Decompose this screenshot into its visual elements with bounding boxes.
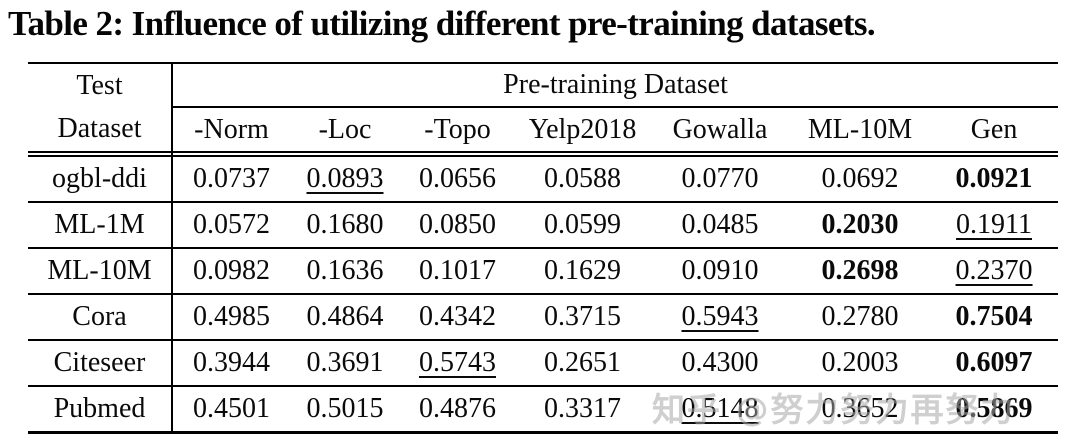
table-cell: 0.1629	[515, 248, 650, 295]
table-cell: 0.3317	[515, 386, 650, 434]
table-cell: 0.5148	[650, 386, 790, 434]
header-row-columns: Dataset -Norm -Loc -Topo Yelp2018 Gowall…	[28, 107, 1058, 152]
table-row-pubmed: Pubmed 0.4501 0.5015 0.4876 0.3317 0.514…	[28, 386, 1059, 434]
table-cell: 0.0737	[172, 156, 290, 203]
column-header-ml10m: ML-10M	[807, 113, 913, 145]
table-cell: 0.2698	[790, 248, 930, 295]
table-cell: 0.4342	[400, 294, 515, 341]
table-cell: 0.0656	[400, 156, 515, 203]
table-row-citeseer: Citeseer 0.3944 0.3691 0.5743 0.2651 0.4…	[28, 340, 1059, 387]
test-dataset-header-line2: Dataset	[28, 107, 173, 152]
row-label: ML-10M	[28, 248, 173, 295]
table-cell: 0.5869	[930, 386, 1059, 434]
row-label: ML-1M	[28, 202, 173, 249]
table-caption: Table 2: Influence of utilizing differen…	[8, 4, 876, 43]
column-header-gowalla: Gowalla	[672, 113, 768, 145]
header-row-group: Test Pre-training Dataset	[28, 62, 1059, 108]
table-cell: 0.1911	[930, 202, 1059, 249]
table-cell: 0.5943	[650, 294, 790, 341]
table-cell: 0.0770	[650, 156, 790, 203]
table-cell: 0.0692	[790, 156, 930, 203]
table-cell: 0.0485	[650, 202, 790, 249]
column-header-topo: -Topo	[424, 113, 491, 145]
table-row-cora: Cora 0.4985 0.4864 0.4342 0.3715 0.5943 …	[28, 294, 1059, 341]
table-cell: 0.4501	[172, 386, 290, 434]
table-cell: 0.2003	[790, 340, 930, 387]
column-header-yelp2018: Yelp2018	[528, 113, 637, 145]
table-cell: 0.0893	[290, 156, 400, 203]
table-cell: 0.3715	[515, 294, 650, 341]
table-cell: 0.1017	[400, 248, 515, 295]
table-row-ogbl-ddi: ogbl-ddi 0.0737 0.0893 0.0656 0.0588 0.0…	[28, 156, 1059, 203]
test-dataset-header-line1: Test	[28, 62, 173, 107]
table-cell: 0.0572	[172, 202, 290, 249]
table-cell: 0.3691	[290, 340, 400, 387]
row-label: Citeseer	[28, 340, 173, 387]
results-table: Test Pre-training Dataset Dataset -Norm …	[28, 62, 1059, 434]
table-cell: 0.5015	[290, 386, 400, 434]
table-cell: 0.0910	[650, 248, 790, 295]
table-row-ml-10m: ML-10M 0.0982 0.1636 0.1017 0.1629 0.091…	[28, 248, 1059, 295]
table-cell: 0.2651	[515, 340, 650, 387]
table-row-ml-1m: ML-1M 0.0572 0.1680 0.0850 0.0599 0.0485…	[28, 202, 1059, 249]
table-cell: 0.4300	[650, 340, 790, 387]
double-rule-divider	[28, 151, 1059, 157]
column-header-loc: -Loc	[318, 113, 372, 145]
table-cell: 0.3944	[172, 340, 290, 387]
column-header-gen: Gen	[970, 113, 1018, 145]
table-cell: 0.2780	[790, 294, 930, 341]
row-label: Pubmed	[28, 386, 173, 434]
table-cell: 0.2370	[930, 248, 1059, 295]
table-cell: 0.2030	[790, 202, 930, 249]
table-cell: 0.1680	[290, 202, 400, 249]
table-cell: 0.4985	[172, 294, 290, 341]
table-cell: 0.0588	[515, 156, 650, 203]
table-cell: 0.0921	[930, 156, 1059, 203]
pretraining-dataset-group-header: Pre-training Dataset	[172, 62, 1059, 108]
table-cell: 0.0599	[515, 202, 650, 249]
table-cell: 0.0982	[172, 248, 290, 295]
table-cell: 0.1636	[290, 248, 400, 295]
table-cell: 0.0850	[400, 202, 515, 249]
table-cell: 0.3652	[790, 386, 930, 434]
row-label: ogbl-ddi	[28, 156, 173, 203]
table-cell: 0.5743	[400, 340, 515, 387]
row-label: Cora	[28, 294, 173, 341]
column-header-norm: -Norm	[194, 113, 269, 145]
table-cell: 0.4864	[290, 294, 400, 341]
table-cell: 0.6097	[930, 340, 1059, 387]
table-cell: 0.4876	[400, 386, 515, 434]
table-cell: 0.7504	[930, 294, 1059, 341]
